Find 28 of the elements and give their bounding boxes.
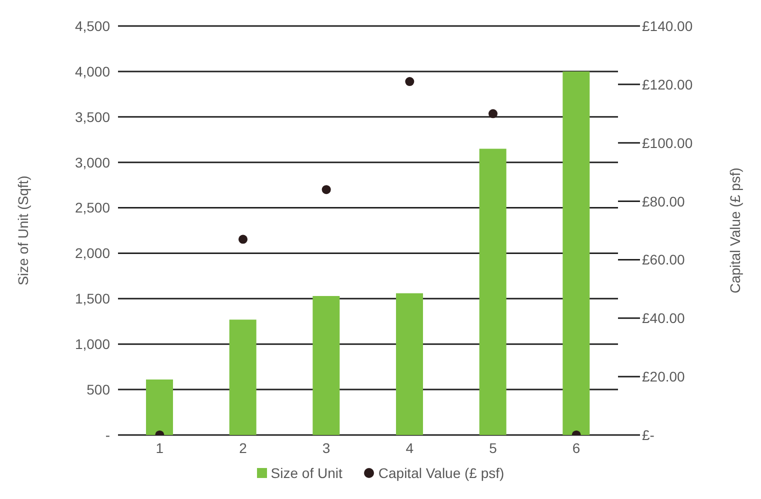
y2-tick-label: £80.00 [642, 193, 686, 210]
y2-tick-label: £20.00 [642, 368, 686, 385]
y-tick-label: 2,500 [74, 200, 110, 216]
y-tick-label: 2,000 [74, 245, 110, 262]
x-tick-label: 5 [489, 440, 498, 456]
y2-tick-label: £120.00 [642, 76, 693, 92]
x-tick-label: 3 [322, 440, 330, 456]
y-tick-label: 500 [86, 382, 110, 398]
y2-axis-title: Capital Value (£ psf) [726, 168, 743, 294]
x-tick-label: 2 [239, 440, 248, 456]
x-tick-label: 6 [572, 440, 580, 456]
y-tick-label: 1,500 [74, 290, 110, 307]
y2-tick-label: £- [642, 426, 655, 443]
y2-tick-label: £100.00 [642, 134, 693, 151]
y-tick-label: - [105, 426, 110, 443]
y-tick-label: 4,000 [74, 63, 110, 80]
y-axis-title: Size of Unit (Sqft) [14, 176, 31, 286]
x-tick-label: 1 [156, 440, 164, 456]
x-tick-label: 4 [406, 440, 414, 456]
legend-label: Size of Unit [270, 465, 342, 481]
legend-label: Capital Value (£ psf) [378, 465, 504, 481]
y-tick-label: 3,500 [74, 108, 110, 125]
y2-tick-label: £60.00 [642, 252, 686, 268]
y-tick-label: 1,000 [74, 336, 110, 352]
y2-tick-label: £140.00 [642, 18, 693, 34]
y-tick-label: 4,500 [74, 18, 110, 34]
y-tick-label: 3,000 [74, 154, 110, 170]
y2-tick-label: £40.00 [642, 310, 686, 326]
